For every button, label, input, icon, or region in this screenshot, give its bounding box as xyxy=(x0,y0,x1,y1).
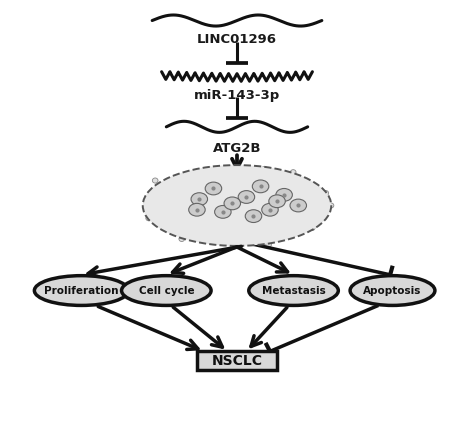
Text: LINC01296: LINC01296 xyxy=(197,33,277,46)
Ellipse shape xyxy=(236,242,241,247)
Ellipse shape xyxy=(185,174,190,179)
Ellipse shape xyxy=(153,192,159,197)
Ellipse shape xyxy=(291,169,296,175)
Ellipse shape xyxy=(189,203,205,216)
Ellipse shape xyxy=(252,180,269,193)
Text: Cell cycle: Cell cycle xyxy=(138,285,194,296)
Ellipse shape xyxy=(206,167,212,172)
Ellipse shape xyxy=(148,203,154,208)
Ellipse shape xyxy=(224,197,240,210)
Ellipse shape xyxy=(290,199,307,212)
Ellipse shape xyxy=(143,165,331,246)
Ellipse shape xyxy=(191,193,208,205)
Text: NSCLC: NSCLC xyxy=(211,354,263,368)
Text: Apoptosis: Apoptosis xyxy=(363,285,422,296)
Ellipse shape xyxy=(276,188,292,201)
Ellipse shape xyxy=(205,182,222,195)
Ellipse shape xyxy=(323,190,328,196)
Text: miR-143-3p: miR-143-3p xyxy=(194,89,280,101)
Ellipse shape xyxy=(350,276,435,306)
Ellipse shape xyxy=(262,166,267,172)
Ellipse shape xyxy=(316,214,321,219)
Ellipse shape xyxy=(245,210,262,223)
FancyBboxPatch shape xyxy=(197,351,277,370)
Ellipse shape xyxy=(249,276,338,306)
Text: ATG2B: ATG2B xyxy=(213,142,261,155)
Ellipse shape xyxy=(284,231,290,236)
Ellipse shape xyxy=(121,276,211,306)
Ellipse shape xyxy=(164,226,169,231)
Text: Proliferation: Proliferation xyxy=(44,285,119,296)
Ellipse shape xyxy=(262,203,278,216)
Ellipse shape xyxy=(269,195,285,208)
Ellipse shape xyxy=(152,178,158,183)
Ellipse shape xyxy=(210,236,216,241)
Ellipse shape xyxy=(215,205,231,218)
Ellipse shape xyxy=(310,226,315,231)
Text: Metastasis: Metastasis xyxy=(262,285,326,296)
Ellipse shape xyxy=(234,165,239,170)
Ellipse shape xyxy=(328,203,334,208)
Ellipse shape xyxy=(146,216,152,221)
Ellipse shape xyxy=(35,276,128,306)
Ellipse shape xyxy=(238,190,255,203)
Ellipse shape xyxy=(179,236,184,241)
Ellipse shape xyxy=(266,242,272,247)
Ellipse shape xyxy=(298,183,303,188)
